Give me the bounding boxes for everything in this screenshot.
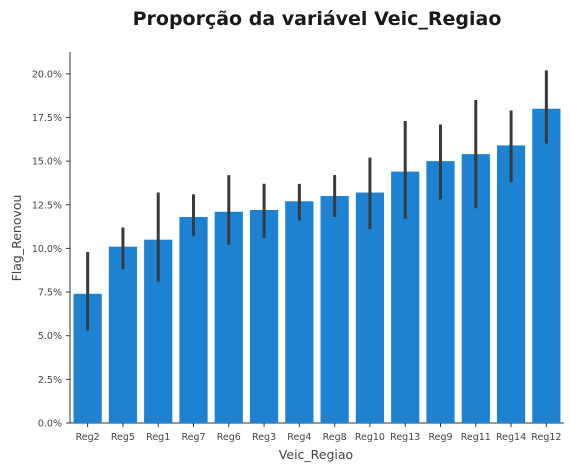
x-tick-label: Reg9: [428, 432, 452, 443]
bar-reg4: [285, 201, 314, 423]
error-bars: [86, 70, 548, 331]
x-tick-label: Reg4: [287, 432, 311, 443]
y-tick-label: 7.5%: [38, 288, 62, 299]
x-tick-label: Reg5: [111, 432, 135, 443]
x-tick-label: Reg14: [496, 432, 526, 443]
y-tick-label: 12.5%: [32, 200, 62, 211]
x-tick-label: Reg3: [252, 432, 276, 443]
bar-reg5: [108, 246, 138, 423]
x-tick-label: Reg11: [461, 432, 491, 443]
bar-reg12: [532, 108, 561, 423]
bar-reg7: [179, 216, 208, 423]
y-tick-label: 17.5%: [32, 113, 62, 124]
x-tick-label: Reg13: [390, 432, 420, 443]
y-tick-label: 15.0%: [32, 157, 62, 168]
x-tick-label: Reg2: [76, 432, 100, 443]
y-tick-label: 10.0%: [32, 244, 62, 255]
x-tick-label: Reg6: [217, 432, 241, 443]
bar-reg9: [426, 161, 455, 423]
x-tick-label: Reg10: [355, 432, 385, 443]
x-tick-label: Reg7: [181, 432, 205, 443]
bar-reg6: [214, 211, 243, 423]
y-axis-label: Flag_Renovou: [9, 195, 24, 282]
x-tick-label: Reg1: [146, 432, 170, 443]
chart-title: Proporção da variável Veic_Regiao: [133, 8, 502, 30]
bar-reg8: [320, 196, 349, 423]
y-tick-label: 20.0%: [32, 69, 62, 80]
bar-reg3: [249, 210, 279, 423]
bar-reg14: [496, 145, 526, 423]
y-tick-label: 2.5%: [38, 375, 62, 386]
x-axis-label: Veic_Regiao: [279, 447, 353, 462]
y-tick-label: 5.0%: [38, 331, 62, 342]
y-axis: 0.0% 2.5% 5.0% 7.5% 10.0% 12.5% 15.0% 17.5% 20.0…: [32, 52, 71, 430]
x-tick-label: Reg8: [323, 432, 347, 443]
bars: [73, 108, 561, 423]
x-axis: Reg2 Reg5 Reg1 Reg7 Reg6 Reg3 Reg4 Reg8 Reg10 Reg…: [70, 422, 564, 443]
y-tick-label: 0.0%: [38, 419, 62, 430]
x-tick-label: Reg12: [531, 432, 561, 443]
bar-reg10: [355, 192, 385, 423]
